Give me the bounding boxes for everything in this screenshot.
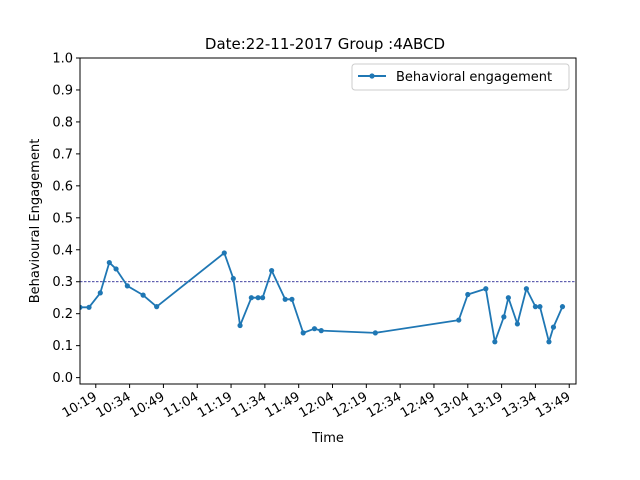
legend: Behavioral engagement (351, 63, 570, 91)
data-point (514, 321, 520, 327)
y-tick-label: 0.7 (52, 147, 73, 162)
data-point (269, 267, 275, 274)
data-point (124, 283, 130, 289)
plot-area (79, 57, 577, 385)
chart-title: Date:22-11-2017 Group :4ABCD (205, 35, 445, 53)
legend-dot-marker (369, 73, 375, 79)
data-point (532, 304, 539, 310)
data-point (465, 291, 471, 298)
data-point (97, 290, 103, 296)
data-point (282, 296, 288, 302)
data-point (523, 286, 530, 292)
y-axis-label: Behavioural Engagement (28, 139, 43, 304)
y-tick-label: 0.8 (52, 115, 73, 130)
y-tick-label: 0.9 (52, 83, 73, 98)
data-point (260, 295, 266, 301)
y-tick-label: 0.0 (52, 371, 73, 386)
data-point (559, 304, 566, 310)
legend-entry-label: Behavioral engagement (396, 70, 552, 85)
data-point (230, 275, 236, 282)
data-point (537, 304, 543, 310)
legend-box (351, 63, 570, 91)
x-axis-label: Time (311, 431, 344, 446)
data-point (86, 304, 92, 310)
y-tick-label: 0.6 (52, 179, 73, 194)
data-point (140, 292, 146, 298)
y-tick-label: 0.2 (52, 307, 73, 322)
data-point (255, 295, 261, 301)
series-line (80, 252, 564, 343)
data-point (492, 339, 498, 345)
y-tick-label: 0.4 (52, 243, 73, 258)
y-tick-label: 0.3 (52, 275, 73, 290)
data-point (456, 317, 462, 323)
data-point (505, 295, 511, 301)
data-point (289, 296, 295, 302)
data-point (106, 259, 112, 266)
data-point (311, 326, 318, 332)
data-point (300, 330, 306, 336)
data-point (154, 304, 160, 310)
data-point (80, 304, 83, 310)
data-point (221, 250, 227, 256)
data-point (546, 339, 552, 345)
data-point (237, 322, 243, 329)
data-point (483, 286, 489, 292)
data-point (113, 266, 119, 272)
data-point (501, 314, 507, 320)
y-tick-label: 0.1 (52, 339, 73, 354)
data-point (248, 295, 254, 301)
data-point (372, 330, 378, 336)
data-point (550, 324, 557, 330)
y-tick-label: 1.0 (52, 52, 73, 67)
data-point (318, 328, 324, 334)
series-group (80, 250, 566, 345)
y-tick-label: 0.5 (52, 211, 73, 226)
